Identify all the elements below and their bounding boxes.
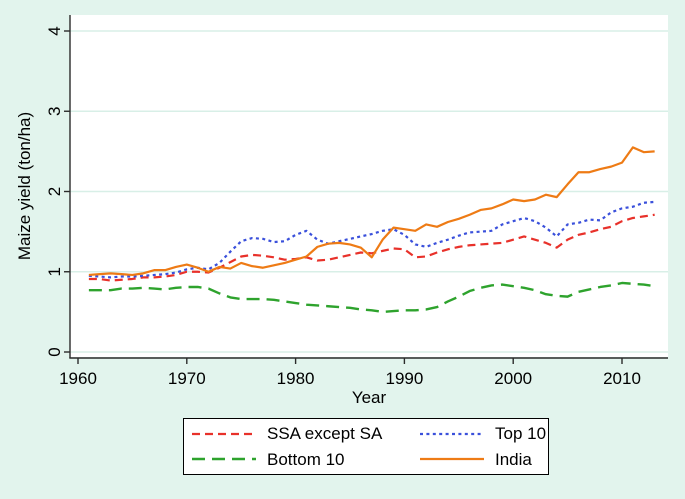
- legend-item-ssa-except-sa: SSA except SA: [184, 425, 412, 442]
- legend-label: Top 10: [495, 424, 547, 444]
- legend-line-sample-ssa: [192, 432, 256, 435]
- series-line-ssa-except-sa: [88, 213, 655, 282]
- y-tick-label: 4: [45, 26, 64, 35]
- axes: [64, 15, 668, 364]
- y-tick-label: 0: [45, 347, 64, 356]
- legend-item-bottom-10: Bottom 10: [184, 451, 412, 468]
- y-tick-label: 1: [45, 267, 64, 276]
- gridlines: [70, 30, 668, 353]
- x-tick-label: 1970: [168, 369, 206, 388]
- legend-label: SSA except SA: [267, 424, 383, 444]
- plot-area: [70, 15, 668, 357]
- series-line-india: [88, 146, 655, 277]
- x-axis-title: Year: [352, 388, 387, 407]
- legend-line-sample-india: [420, 458, 484, 461]
- series-line-bottom-10: [88, 281, 655, 314]
- series-line-top-10: [88, 200, 655, 279]
- legend-label: India: [495, 449, 532, 469]
- tick-labels: 0 1 2 3 4 1960 1970 1980 1990 2000 2010: [45, 26, 641, 388]
- legend-line-sample-top10: [420, 432, 484, 435]
- legend-item-top-10: Top 10: [412, 425, 548, 442]
- x-tick-label: 2010: [603, 369, 641, 388]
- x-tick-label: 2000: [494, 369, 532, 388]
- x-tick-label: 1990: [385, 369, 423, 388]
- y-tick-label: 3: [45, 107, 64, 116]
- legend-label: Bottom 10: [267, 449, 345, 469]
- y-tick-label: 2: [45, 187, 64, 196]
- x-tick-label: 1980: [277, 369, 315, 388]
- data-series-lines: [88, 146, 655, 314]
- x-tick-label: 1960: [59, 369, 97, 388]
- legend: SSA except SA Top 10 Bottom 10 India: [183, 418, 549, 475]
- y-axis-title: Maize yield (ton/ha): [15, 112, 34, 260]
- legend-item-india: India: [412, 451, 548, 468]
- legend-line-sample-bottom10: [192, 458, 256, 461]
